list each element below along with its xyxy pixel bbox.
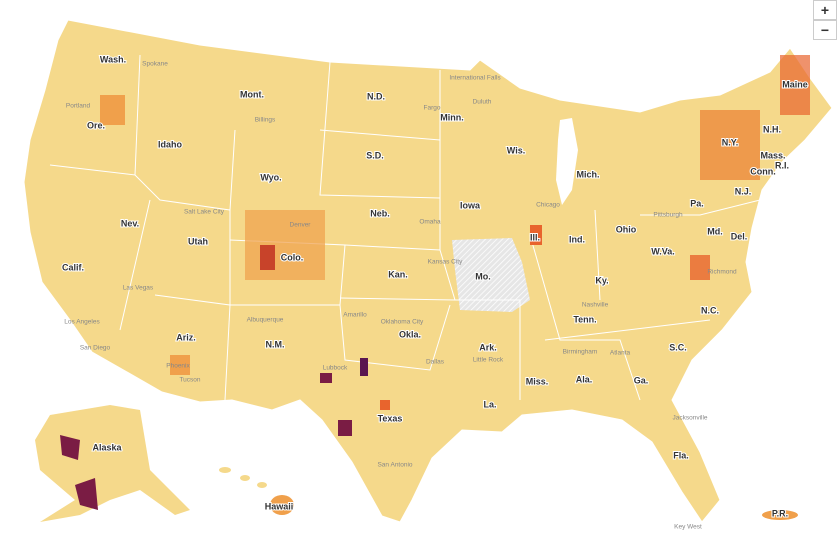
- city-label: Amarillo: [343, 312, 367, 319]
- city-label: Jacksonville: [672, 415, 707, 422]
- state-label: Calif.: [62, 262, 84, 272]
- city-label: Denver: [290, 222, 312, 229]
- state-label: Fla.: [673, 450, 689, 460]
- state-label: Conn.: [750, 166, 776, 176]
- state-label: Idaho: [158, 139, 183, 149]
- city-label: Billings: [255, 117, 276, 124]
- state-label: Mo.: [475, 271, 491, 281]
- city-label: Los Angeles: [64, 319, 100, 326]
- state-label: Wash.: [100, 54, 126, 64]
- state-label: Wyo.: [260, 172, 281, 182]
- state-label: Okla.: [399, 329, 421, 339]
- city-label: Spokane: [142, 61, 168, 68]
- state-label: Wis.: [507, 145, 525, 155]
- city-label: Las Vegas: [123, 285, 154, 292]
- city-label: Tucson: [179, 377, 200, 384]
- state-label: Utah: [188, 236, 208, 246]
- city-label: Fargo: [424, 105, 441, 112]
- state-label: S.D.: [366, 150, 384, 160]
- state-label: Neb.: [370, 208, 390, 218]
- state-label: N.C.: [701, 305, 719, 315]
- city-label: Oklahoma City: [381, 319, 424, 326]
- state-label: Md.: [707, 226, 723, 236]
- us-outline: [23, 19, 833, 523]
- state-label: Tenn.: [573, 314, 596, 324]
- state-label: Hawaii: [265, 501, 294, 511]
- city-label: Chicago: [536, 202, 560, 209]
- city-label: Atlanta: [610, 350, 631, 357]
- state-label: R.I.: [775, 160, 789, 170]
- city-label: International Falls: [449, 75, 501, 82]
- state-label: Ky.: [595, 275, 608, 285]
- city-label: Key West: [674, 524, 702, 531]
- hawaii: [219, 467, 294, 515]
- lake-michigan: [556, 118, 578, 205]
- city-label: Salt Lake City: [184, 209, 225, 216]
- state-label: Mass.: [760, 150, 785, 160]
- state-label: Minn.: [440, 112, 464, 122]
- state-label: La.: [483, 399, 496, 409]
- zoom-in[interactable]: +: [813, 0, 837, 20]
- city-label: Little Rock: [473, 357, 504, 364]
- city-label: Phoenix: [166, 363, 190, 370]
- state-label: Ill.: [530, 232, 540, 242]
- alaska-fill2: [75, 478, 98, 510]
- no-data-region: [452, 238, 530, 312]
- city-label: Richmond: [707, 269, 737, 276]
- state-label: Mich.: [576, 169, 599, 179]
- city-label: Omaha: [419, 219, 441, 226]
- state-label: N.H.: [763, 124, 781, 134]
- state-label: P.R.: [772, 508, 788, 518]
- city-label: Albuquerque: [247, 317, 284, 324]
- state-label: Iowa: [460, 200, 481, 210]
- state-label: Alaska: [92, 442, 122, 452]
- city-label: Pittsburgh: [653, 212, 683, 219]
- state-label: Ohio: [616, 224, 637, 234]
- state-label: N.Y.: [722, 137, 739, 147]
- state-label: S.C.: [669, 342, 687, 352]
- alaska-fill: [60, 435, 80, 460]
- city-label: Dallas: [426, 359, 445, 366]
- state-label: Ala.: [576, 374, 593, 384]
- state-label: Del.: [731, 231, 748, 241]
- city-label: Lubbock: [323, 365, 348, 372]
- city-label: Kansas City: [428, 259, 463, 266]
- city-label: San Antonio: [377, 462, 412, 469]
- city-label: Birmingham: [563, 349, 598, 356]
- zoom-out[interactable]: −: [813, 20, 837, 40]
- state-label: N.D.: [367, 91, 385, 101]
- state-label: Ind.: [569, 234, 585, 244]
- state-label: Maine: [782, 79, 808, 89]
- state-label: Colo.: [281, 252, 304, 262]
- state-label: Texas: [378, 413, 403, 423]
- choropleth-fills: [100, 55, 810, 436]
- state-label: N.J.: [735, 186, 752, 196]
- city-label: San Diego: [80, 345, 111, 352]
- city-label: Duluth: [473, 99, 492, 106]
- state-label: N.M.: [266, 339, 285, 349]
- state-label: Mont.: [240, 89, 264, 99]
- state-label: Nev.: [121, 218, 139, 228]
- alaska: [35, 405, 190, 522]
- state-label: W.Va.: [651, 246, 675, 256]
- state-label: Pa.: [690, 198, 704, 208]
- state-label: Ore.: [87, 120, 105, 130]
- state-label: Miss.: [526, 376, 549, 386]
- state-label: Kan.: [388, 269, 408, 279]
- city-label: Portland: [66, 103, 91, 110]
- state-label: Ariz.: [176, 332, 196, 342]
- puerto-rico: [762, 510, 798, 520]
- city-label: Nashville: [582, 302, 609, 309]
- state-label: Ark.: [479, 342, 497, 352]
- state-label: Ga.: [634, 375, 649, 385]
